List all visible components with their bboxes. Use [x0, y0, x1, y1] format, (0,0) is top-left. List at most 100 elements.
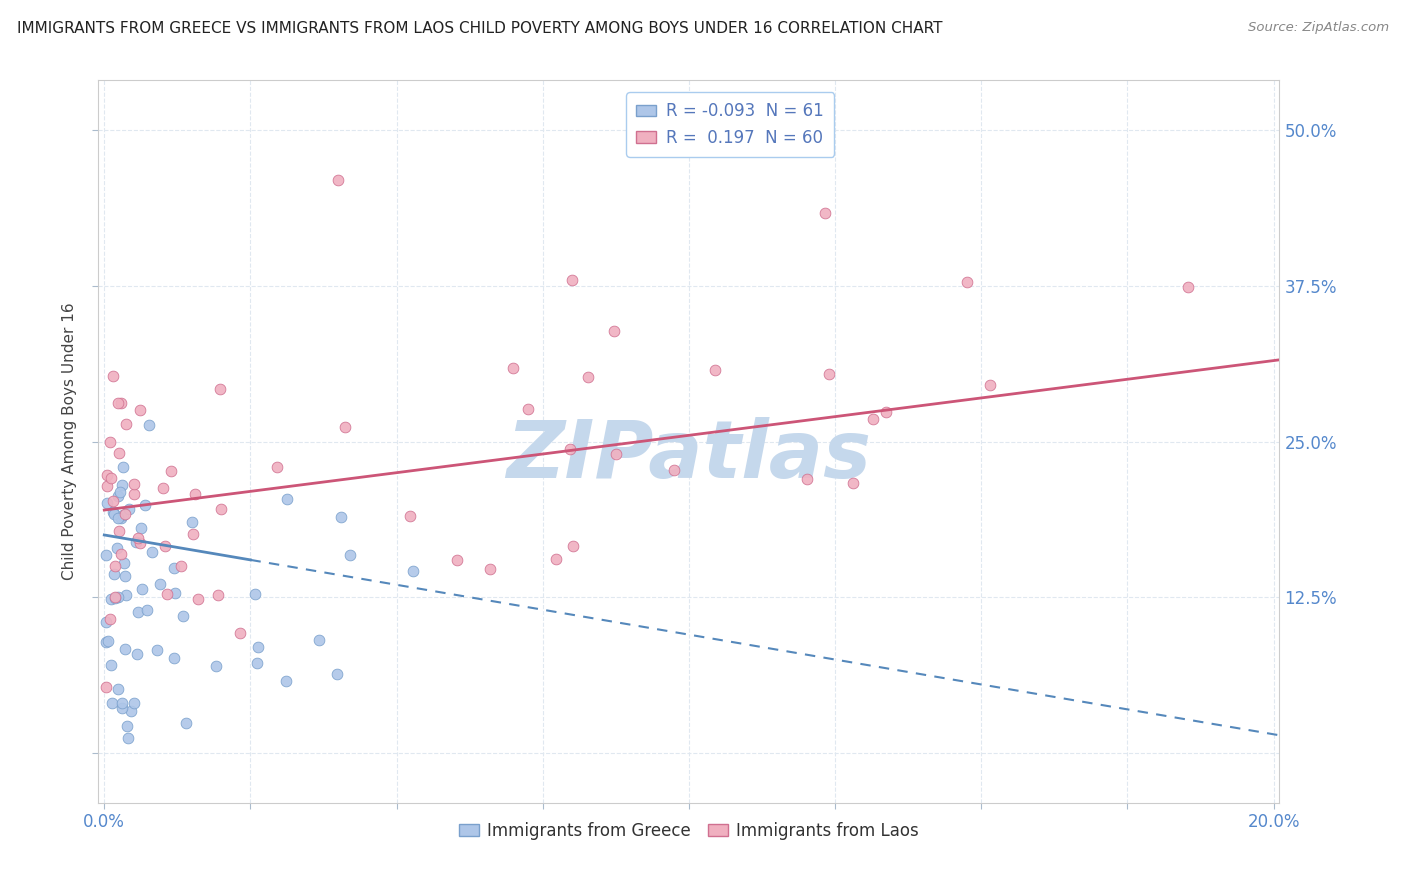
Text: Source: ZipAtlas.com: Source: ZipAtlas.com	[1249, 21, 1389, 34]
Point	[208, 382, 231, 396]
Point	[180, 515, 202, 529]
Point	[326, 173, 349, 187]
Point	[131, 582, 153, 596]
Point	[576, 369, 599, 384]
Point	[100, 591, 122, 606]
Point	[111, 478, 134, 492]
Point	[138, 417, 160, 432]
Point	[115, 588, 138, 602]
Point	[446, 553, 468, 567]
Point	[107, 490, 129, 504]
Point	[110, 511, 132, 525]
Point	[146, 643, 169, 657]
Point	[96, 468, 118, 483]
Point	[114, 642, 136, 657]
Point	[125, 648, 148, 662]
Point	[339, 548, 361, 562]
Point	[979, 377, 1001, 392]
Point	[479, 561, 502, 575]
Point	[96, 496, 118, 510]
Point	[112, 508, 135, 522]
Point	[108, 485, 131, 500]
Point	[128, 536, 150, 550]
Point	[308, 632, 330, 647]
Point	[247, 640, 270, 654]
Point	[114, 568, 136, 582]
Point	[111, 700, 134, 714]
Point	[108, 446, 131, 460]
Point	[875, 405, 897, 419]
Point	[205, 659, 228, 673]
Point	[862, 412, 884, 426]
Point	[115, 417, 138, 431]
Point	[246, 656, 269, 670]
Point	[107, 682, 129, 697]
Y-axis label: Child Poverty Among Boys Under 16: Child Poverty Among Boys Under 16	[62, 302, 77, 581]
Point	[561, 539, 583, 553]
Point	[402, 564, 425, 578]
Point	[181, 527, 204, 541]
Point	[187, 591, 209, 606]
Point	[112, 556, 135, 570]
Point	[156, 587, 179, 601]
Point	[107, 524, 129, 539]
Point	[124, 535, 146, 549]
Point	[561, 272, 583, 286]
Point	[326, 667, 349, 681]
Point	[662, 463, 685, 477]
Point	[817, 367, 839, 381]
Point	[94, 680, 117, 694]
Point	[152, 481, 174, 495]
Point	[98, 434, 121, 449]
Point	[502, 361, 524, 376]
Point	[131, 521, 153, 535]
Point	[115, 718, 138, 732]
Point	[796, 473, 818, 487]
Point	[229, 626, 252, 640]
Point	[98, 612, 121, 626]
Point	[101, 369, 124, 384]
Point	[814, 206, 837, 220]
Point	[162, 560, 184, 574]
Point	[544, 551, 567, 566]
Point	[184, 486, 207, 500]
Point	[174, 715, 197, 730]
Point	[956, 275, 979, 289]
Point	[558, 442, 581, 457]
Point	[842, 476, 865, 491]
Point	[107, 510, 129, 524]
Point	[127, 531, 149, 545]
Point	[100, 471, 122, 485]
Point	[97, 633, 120, 648]
Point	[333, 419, 356, 434]
Point	[104, 591, 127, 605]
Point	[103, 567, 125, 582]
Point	[129, 402, 152, 417]
Text: IMMIGRANTS FROM GREECE VS IMMIGRANTS FROM LAOS CHILD POVERTY AMONG BOYS UNDER 16: IMMIGRANTS FROM GREECE VS IMMIGRANTS FRO…	[17, 21, 942, 36]
Point	[153, 539, 176, 553]
Point	[107, 591, 129, 605]
Point	[127, 605, 149, 619]
Point	[398, 508, 420, 523]
Point	[96, 479, 118, 493]
Point	[141, 545, 163, 559]
Point	[96, 615, 118, 629]
Point	[207, 588, 229, 602]
Point	[276, 674, 298, 689]
Point	[149, 577, 172, 591]
Point	[266, 459, 288, 474]
Point	[163, 650, 186, 665]
Point	[103, 507, 125, 521]
Point	[120, 705, 142, 719]
Point	[122, 487, 145, 501]
Point	[160, 463, 183, 477]
Point	[94, 634, 117, 648]
Legend: Immigrants from Greece, Immigrants from Laos: Immigrants from Greece, Immigrants from …	[453, 815, 925, 847]
Text: ZIPatlas: ZIPatlas	[506, 417, 872, 495]
Point	[110, 396, 132, 410]
Point	[516, 401, 538, 416]
Point	[134, 498, 156, 512]
Point	[209, 502, 232, 516]
Point	[118, 502, 141, 516]
Point	[111, 696, 134, 710]
